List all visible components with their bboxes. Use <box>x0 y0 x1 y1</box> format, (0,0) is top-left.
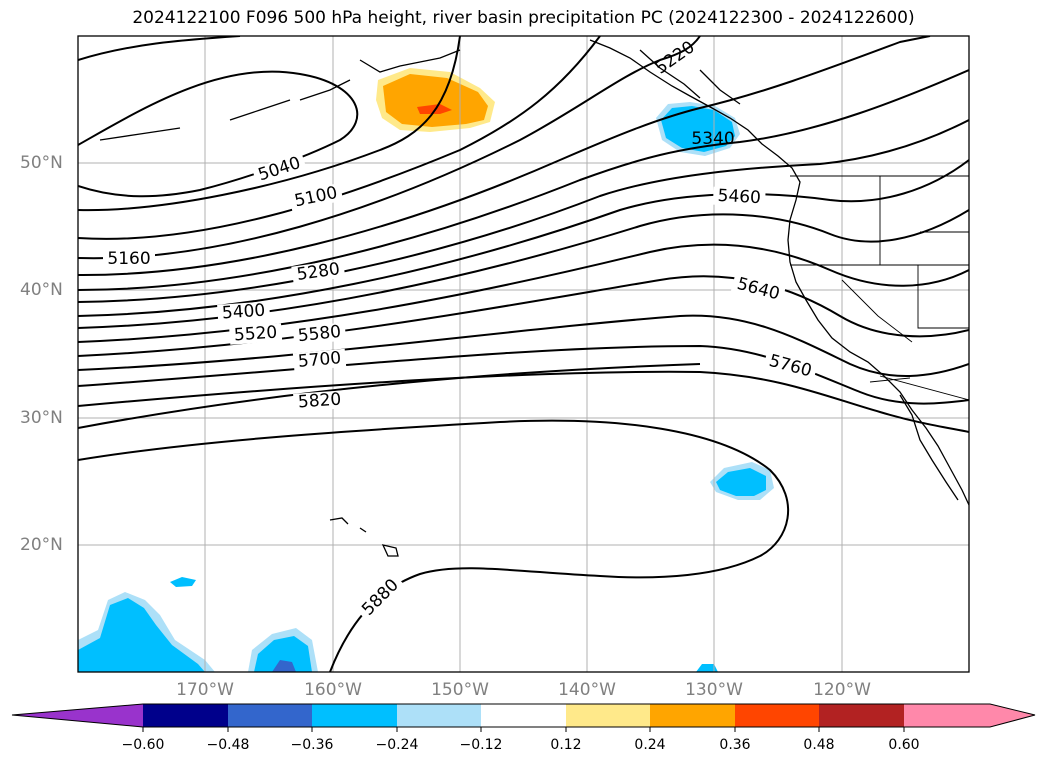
colorbar-max-extend <box>904 704 1035 727</box>
colorbar-tick-label: 0.12 <box>550 737 582 753</box>
map-frame <box>77 35 970 673</box>
contour-5460 <box>78 159 969 317</box>
precip-shading <box>78 68 774 672</box>
contour-label: 5160 <box>107 249 150 269</box>
contour-5520 <box>78 209 969 329</box>
lon-label-160w: 160°W <box>304 680 362 700</box>
lat-label-30n: 30°N <box>20 408 63 428</box>
lat-label-50n: 50°N <box>20 153 63 173</box>
contour-label: 5100 <box>293 183 339 212</box>
lat-label-20n: 20°N <box>20 535 63 555</box>
contour-5580 <box>78 243 969 343</box>
lon-label-140w: 140°W <box>558 680 616 700</box>
contour-label: 5280 <box>295 259 341 285</box>
contour-5100 <box>78 36 461 212</box>
lat-label-40n: 40°N <box>20 280 63 300</box>
colorbar-tick-label: −0.24 <box>375 737 419 753</box>
contour-label: 5700 <box>297 348 342 372</box>
colorbar-bin <box>312 704 397 727</box>
colorbar-bin <box>481 704 566 727</box>
colorbar-bin <box>566 704 650 727</box>
colorbar-tick-label: 0.60 <box>888 737 920 753</box>
colorbar-tick-label: −0.48 <box>206 737 250 753</box>
contour-5160 <box>78 36 601 240</box>
colorbar-tick-label: −0.60 <box>121 737 165 753</box>
height-contours <box>78 36 969 672</box>
contour-label-group: 5040 5100 5160 5280 5400 5520 5580 5700 … <box>103 37 818 623</box>
contour-label: 5460 <box>717 186 761 208</box>
contour-label: 5820 <box>297 390 342 413</box>
contour-label: 5220 <box>652 37 699 78</box>
contour-label: 5040 <box>256 153 303 185</box>
contour-label: 5520 <box>233 323 278 346</box>
colorbar <box>11 703 1036 732</box>
colorbar-tick-label: 0.48 <box>803 737 835 753</box>
contour-5820 <box>78 370 969 433</box>
coastlines <box>99 39 969 557</box>
graticule <box>78 36 969 672</box>
colorbar-bin <box>735 704 819 727</box>
lon-label-150w: 150°W <box>431 680 489 700</box>
lon-label-120w: 120°W <box>813 680 871 700</box>
contour-5640 <box>78 275 969 357</box>
contour-label: 5640 <box>735 274 782 305</box>
colorbar-bin <box>228 704 312 727</box>
contour-label: 5400 <box>221 301 266 324</box>
contour-label: 5760 <box>767 351 814 382</box>
contour-5220 <box>78 36 701 260</box>
colorbar-bin <box>397 704 481 727</box>
colorbar-tick-label: −0.12 <box>459 737 503 753</box>
contour-label: 5340 <box>691 129 734 149</box>
contour-label: 5580 <box>297 322 342 346</box>
lon-label-130w: 130°W <box>685 680 743 700</box>
colorbar-tick-label: 0.36 <box>719 737 751 753</box>
colorbar-tick-label: −0.36 <box>290 737 334 753</box>
colorbar-bin <box>819 704 904 727</box>
colorbar-bin <box>650 704 735 727</box>
map-title: 2024122100 F096 500 hPa height, river ba… <box>132 8 915 28</box>
colorbar-bin <box>143 704 228 727</box>
contour-5400 <box>78 119 969 303</box>
contour-5040 <box>78 70 359 198</box>
colorbar-min-extend <box>12 704 143 727</box>
contour-5340 <box>78 69 969 291</box>
colorbar-tick-label: 0.24 <box>634 737 666 753</box>
contour-5280 <box>78 36 931 277</box>
contour-5880 <box>78 419 789 672</box>
lon-label-170w: 170°W <box>176 680 234 700</box>
